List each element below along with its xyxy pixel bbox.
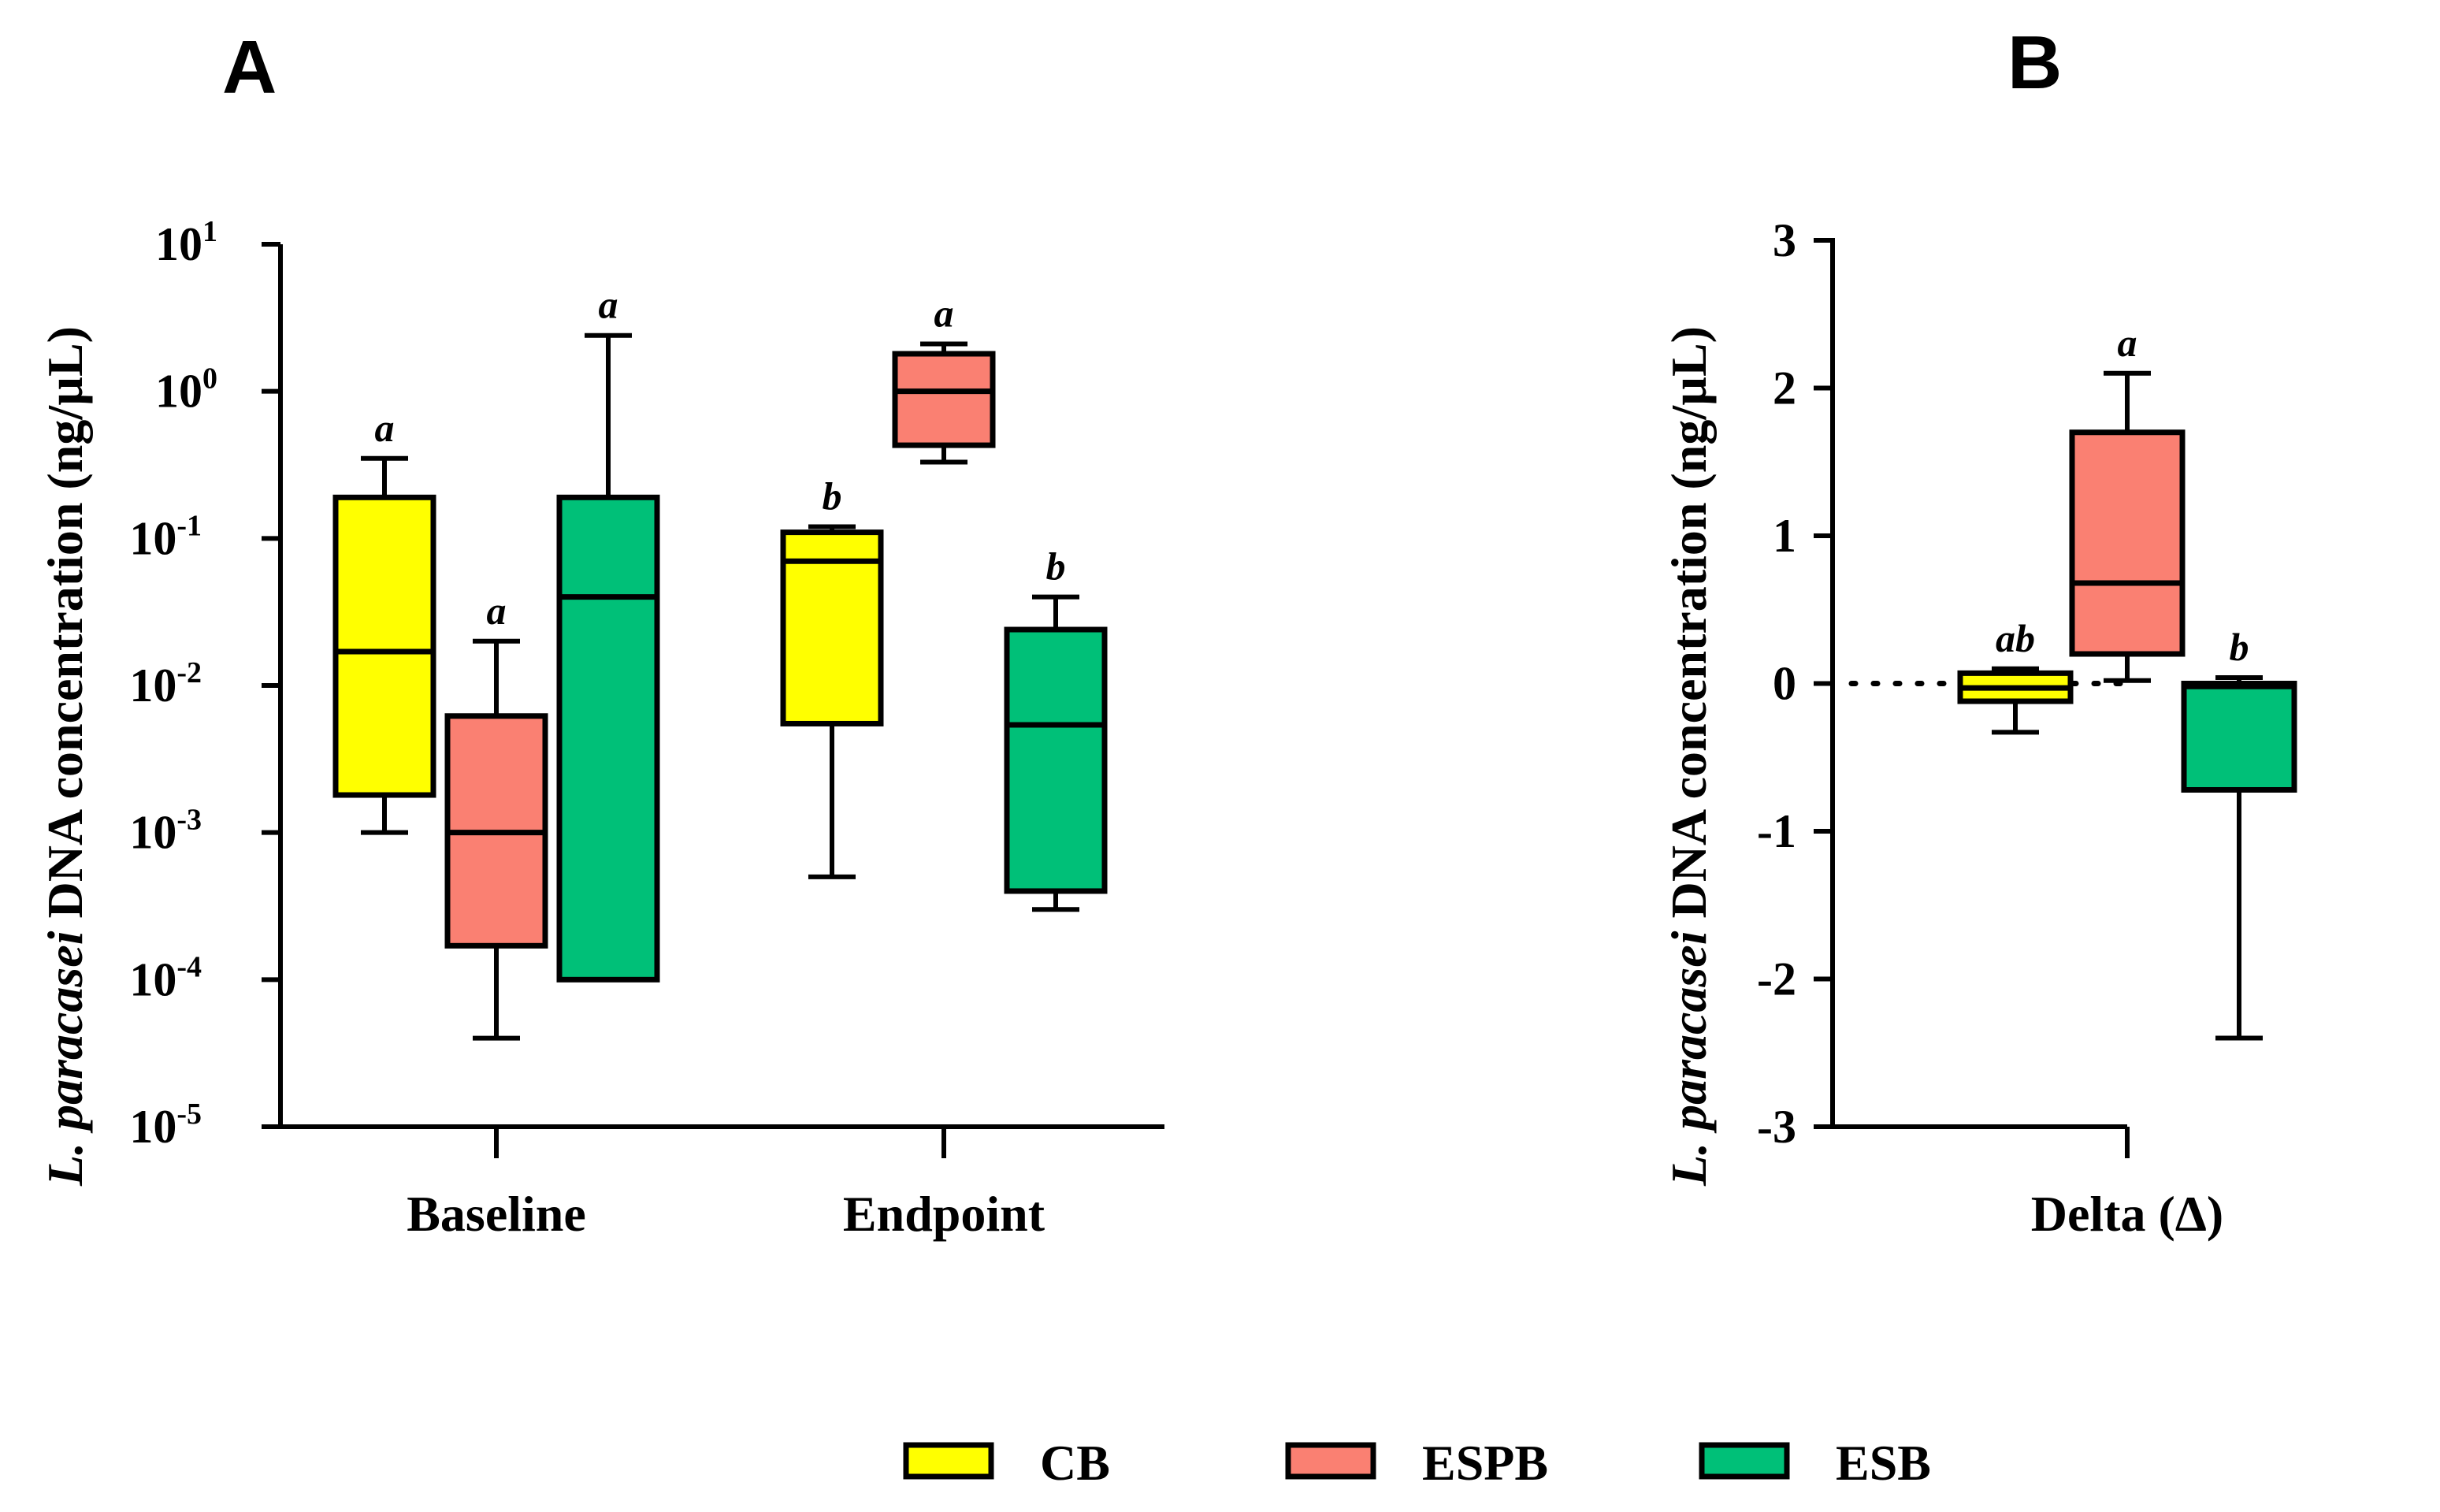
panel-b-delta-espb-box bbox=[2069, 429, 2186, 657]
legend-label-cb: CB bbox=[1040, 1435, 1110, 1491]
panel-a-baseline-esb-box bbox=[556, 494, 660, 983]
panel-a-x-tick-label: Baseline bbox=[407, 1186, 586, 1242]
panel-b-x-tick-label: Delta (Δ) bbox=[2031, 1186, 2223, 1242]
panel-a-endpoint-esb-box bbox=[1004, 626, 1108, 894]
panel-b-delta-cb-significance-letter: ab bbox=[1996, 616, 2035, 660]
panel-b-y-tick-label: -1 bbox=[1757, 805, 1796, 857]
panel-a-endpoint-cb-significance-letter: b bbox=[823, 474, 842, 518]
legend-swatch-espb bbox=[1285, 1442, 1376, 1480]
panel-a-baseline-cb-box bbox=[332, 494, 436, 798]
panel-b-y-tick-label: 1 bbox=[1773, 510, 1796, 562]
panel-a-endpoint-cb-box bbox=[780, 529, 884, 726]
tick-exponent: -3 bbox=[176, 804, 202, 837]
panel-b-delta-espb-significance-letter: a bbox=[2118, 321, 2137, 365]
tick-base: 10 bbox=[129, 659, 176, 711]
panel-b-y-tick-label: 0 bbox=[1773, 658, 1796, 710]
panel-b-y-label-italic: L. paracasei bbox=[1661, 931, 1717, 1187]
tick-base: 10 bbox=[129, 807, 176, 859]
panel-b-chart: L. paracasei DNA concentration (ng/µL) 3… bbox=[1661, 214, 2297, 1242]
panel-a-baseline-espb-significance-letter: a bbox=[487, 589, 507, 633]
panel-a-chart: L. paracasei DNA concentration (ng/µL) 1… bbox=[37, 215, 1164, 1242]
tick-base: 10 bbox=[155, 366, 202, 418]
tick-base: 10 bbox=[129, 953, 176, 1005]
panel-b-y-tick-label: -3 bbox=[1757, 1101, 1796, 1153]
panel-a-baseline-esb-significance-letter: a bbox=[599, 283, 618, 327]
tick-exponent: -2 bbox=[176, 656, 202, 689]
legend-swatch-cb bbox=[903, 1442, 994, 1480]
panel-b-y-tick-label: 2 bbox=[1773, 362, 1796, 414]
panel-a-y-tick-label: 10-1 bbox=[129, 509, 202, 564]
legend-label-esb: ESB bbox=[1836, 1435, 1931, 1491]
legend: CB ESPB ESB bbox=[903, 1435, 1931, 1491]
panel-a-y-tick-label: 10-4 bbox=[129, 950, 202, 1005]
panel-b-y-tick-label: -2 bbox=[1757, 953, 1796, 1005]
panel-b-y-label-rest: DNA concentration (ng/µL) bbox=[1661, 326, 1717, 931]
tick-exponent: -5 bbox=[176, 1098, 202, 1131]
panel-a-y-tick-label: 10-2 bbox=[129, 656, 202, 711]
panel-a-baseline-cb-significance-letter: a bbox=[375, 406, 395, 450]
panel-b-letter: B bbox=[2007, 20, 2062, 105]
panel-b-delta-esb-box bbox=[2181, 681, 2297, 793]
panel-a-y-tick-label: 10-5 bbox=[129, 1098, 202, 1153]
panel-a-y-tick-label: 100 bbox=[155, 362, 217, 418]
tick-exponent: 0 bbox=[202, 362, 217, 396]
panel-b-delta-esb-significance-letter: b bbox=[2230, 625, 2249, 669]
panel-a-endpoint-esb-significance-letter: b bbox=[1046, 544, 1066, 589]
tick-base: 10 bbox=[155, 218, 202, 270]
legend-label-espb: ESPB bbox=[1422, 1435, 1548, 1491]
panel-a-y-label-rest: DNA concentration (ng/µL) bbox=[37, 326, 93, 931]
panel-a-y-tick-label: 101 bbox=[155, 215, 217, 270]
panel-a-x-tick-label: Endpoint bbox=[843, 1186, 1045, 1242]
panel-a-endpoint-espb-box bbox=[892, 351, 996, 448]
panel-a-y-axis-label: L. paracasei DNA concentration (ng/µL) bbox=[37, 326, 93, 1187]
tick-base: 10 bbox=[129, 512, 176, 564]
panel-b-y-tick-label: 3 bbox=[1773, 214, 1796, 266]
panel-a-letter: A bbox=[222, 25, 277, 110]
panel-a-y-tick-label: 10-3 bbox=[129, 804, 202, 859]
tick-exponent: -4 bbox=[176, 950, 202, 983]
tick-exponent: -1 bbox=[176, 509, 202, 542]
tick-base: 10 bbox=[129, 1101, 176, 1153]
panel-b-y-axis-label: L. paracasei DNA concentration (ng/µL) bbox=[1661, 326, 1717, 1187]
tick-exponent: 1 bbox=[202, 215, 217, 248]
panel-a-endpoint-espb-significance-letter: a bbox=[934, 292, 954, 336]
legend-swatch-esb bbox=[1699, 1442, 1790, 1480]
panel-a-y-label-italic: L. paracasei bbox=[37, 931, 93, 1187]
